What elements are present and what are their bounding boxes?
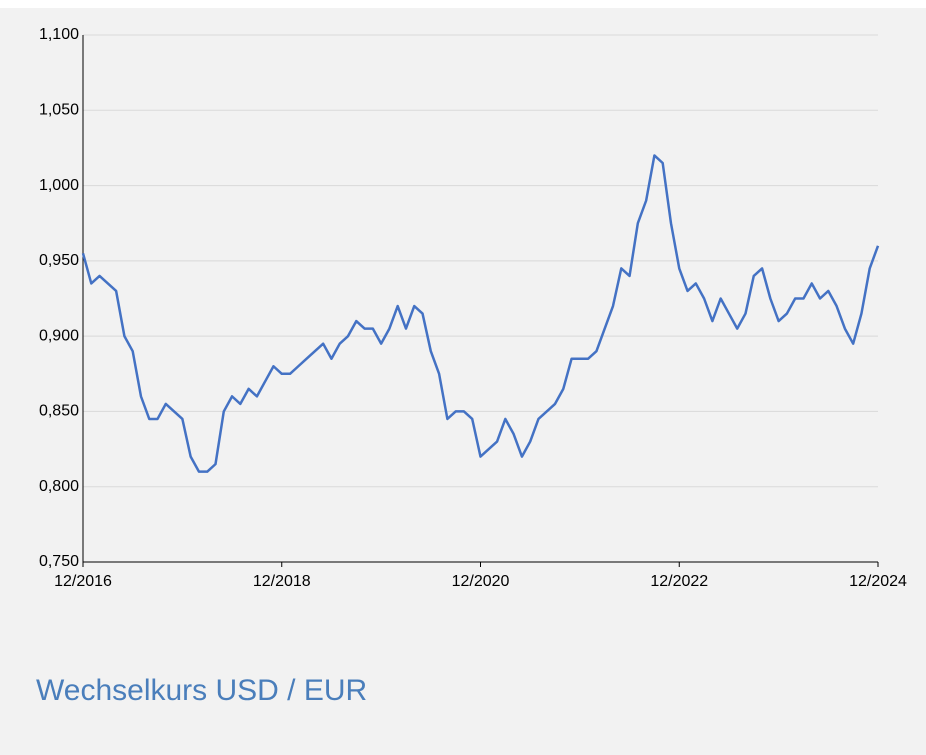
y-tick-label: 0,750 [39,553,79,570]
line-series [81,154,880,473]
y-tick-label: 1,050 [39,102,79,119]
y-tick-label: 0,950 [39,252,79,269]
x-tick-label: 12/2020 [452,573,510,590]
x-tick-label: 12/2022 [650,573,708,590]
y-tick-label: 0,800 [39,478,79,495]
y-tick-label: 1,100 [39,26,79,43]
background [0,8,926,755]
chart-title: Wechselkurs USD / EUR [36,674,367,707]
y-tick-label: 0,900 [39,327,79,344]
x-tick-label: 12/2018 [253,573,311,590]
y-tick-label: 1,000 [39,177,79,194]
y-tick-label: 0,850 [39,403,79,420]
x-tick-label: 12/2024 [849,573,907,590]
x-tick-label: 12/2016 [54,573,112,590]
